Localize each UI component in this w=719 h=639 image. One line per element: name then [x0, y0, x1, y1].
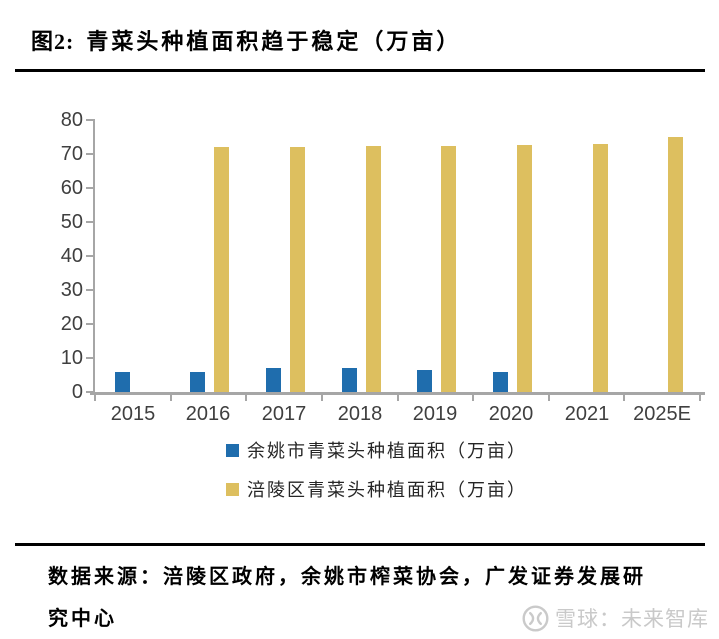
bar-2016-series1: [214, 147, 229, 392]
legend-item: 余姚市青菜头种植面积（万亩）: [226, 437, 527, 463]
x-axis-category-label: 2017: [261, 403, 307, 425]
x-axis-category-label: 2018: [337, 403, 383, 425]
x-axis-category-label: 2016: [185, 403, 231, 425]
x-axis-category-label: 2025E: [633, 403, 691, 425]
data-source-line: 究中心: [48, 608, 117, 630]
x-axis-tick: [320, 395, 323, 401]
y-axis-tick-label: 0: [71, 381, 83, 403]
y-axis-line: [93, 119, 95, 394]
y-axis-tick: [86, 187, 93, 189]
bar-2016-series0: [190, 372, 205, 392]
y-axis-tick: [86, 323, 93, 325]
x-axis-tick: [623, 395, 626, 401]
bar-2025E-series1: [668, 137, 683, 392]
figure-title: 青菜头种植面积趋于稳定（万亩）: [86, 29, 462, 54]
legend-swatch-series1: [226, 482, 239, 496]
y-axis-tick: [86, 391, 93, 393]
y-axis-tick: [86, 289, 93, 291]
title-divider: [15, 69, 705, 72]
x-axis-category-label: 2019: [412, 403, 458, 425]
bar-2020-series1: [517, 145, 532, 392]
y-axis-tick-label: 10: [60, 347, 83, 369]
bar-2018-series1: [366, 146, 381, 392]
data-source-note: 数据来源：涪陵区政府，余姚市榨菜协会，广发证券发展研 究中心: [48, 556, 688, 639]
x-axis-tick: [169, 395, 172, 401]
y-axis-tick-label: 30: [60, 279, 83, 301]
x-axis-category-label: 2015: [110, 403, 156, 425]
bar-2018-series0: [342, 368, 357, 392]
y-axis-tick-label: 40: [60, 245, 83, 267]
watermark-text: 雪球：未来智库: [555, 608, 709, 631]
legend-label: 涪陵区青菜头种植面积（万亩）: [247, 480, 527, 500]
y-axis-tick: [86, 119, 93, 121]
y-axis-tick: [86, 153, 93, 155]
x-axis-tick: [547, 395, 550, 401]
bar-2017-series0: [266, 368, 281, 392]
x-axis-tick: [396, 395, 399, 401]
y-axis-tick: [86, 357, 93, 359]
x-axis-tick: [472, 395, 475, 401]
legend-swatch-series0: [226, 443, 239, 457]
bar-2017-series1: [290, 147, 305, 392]
y-axis-tick: [86, 221, 93, 223]
bar-2015-series0: [115, 372, 130, 392]
bar-2019-series1: [441, 146, 456, 392]
legend-item: 涪陵区青菜头种植面积（万亩）: [226, 476, 527, 502]
source-divider: [15, 543, 705, 546]
y-axis-tick-label: 50: [60, 211, 83, 233]
y-axis-tick-label: 60: [60, 177, 83, 199]
y-axis-tick-label: 70: [60, 143, 83, 165]
bar-2021-series1: [593, 144, 608, 392]
x-axis-tick: [94, 395, 96, 401]
xueqiu-logo-icon: [522, 604, 549, 632]
y-axis-tick: [86, 255, 93, 257]
figure-label: 图2:: [31, 29, 75, 54]
watermark: 雪球：未来智库: [522, 603, 709, 633]
y-axis-tick-label: 20: [60, 313, 83, 335]
x-axis-category-label: 2021: [564, 403, 610, 425]
bar-2020-series0: [493, 372, 508, 392]
x-axis-line: [90, 392, 705, 395]
figure-title-row: 图2: 青菜头种植面积趋于稳定（万亩）: [31, 24, 461, 56]
y-axis-tick-label: 80: [60, 109, 83, 131]
bar-2019-series0: [417, 370, 432, 392]
legend-label: 余姚市青菜头种植面积（万亩）: [247, 441, 527, 461]
x-axis-tick: [699, 395, 701, 401]
x-axis-tick: [245, 395, 248, 401]
data-source-line: 数据来源：涪陵区政府，余姚市榨菜协会，广发证券发展研: [48, 566, 646, 588]
x-axis-category-label: 2020: [488, 403, 534, 425]
